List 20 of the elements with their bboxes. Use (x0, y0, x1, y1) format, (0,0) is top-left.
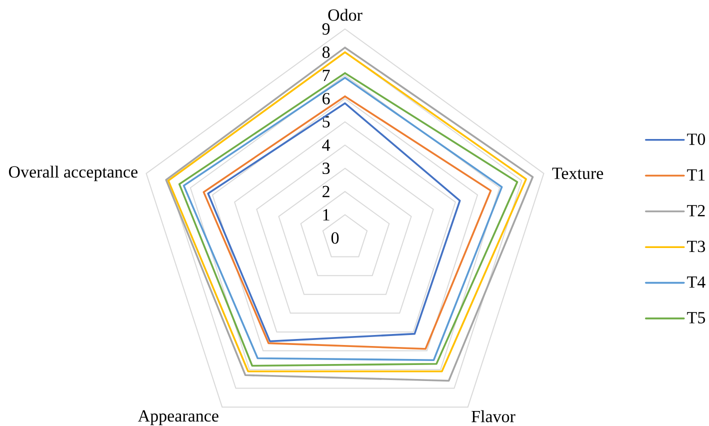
legend-label: T0 (687, 134, 706, 145)
y-tick-label: 3 (322, 162, 330, 174)
spoke-label: Texture (552, 168, 604, 180)
legend-label: T2 (687, 205, 705, 216)
spoke-label: Flavor (472, 410, 516, 422)
y-tick-label: 9 (322, 23, 330, 35)
y-tick-label: 7 (322, 70, 330, 82)
y-tick-label: 2 (322, 186, 330, 198)
spoke-label: Appearance (138, 410, 218, 426)
spoke-label: Overall acceptance (8, 166, 138, 182)
legend-label: T4 (687, 276, 706, 288)
spoke-label: Odor (328, 8, 362, 21)
legend-label: T3 (687, 240, 705, 252)
y-tick-label: 0 (331, 232, 339, 244)
y-tick-label: 1 (323, 209, 330, 220)
y-tick-label: 6 (322, 92, 330, 104)
y-tick-label: 8 (322, 46, 330, 58)
legend-label: T5 (687, 312, 705, 324)
legend-label: T1 (687, 169, 705, 181)
y-tick-label: 4 (322, 140, 330, 151)
